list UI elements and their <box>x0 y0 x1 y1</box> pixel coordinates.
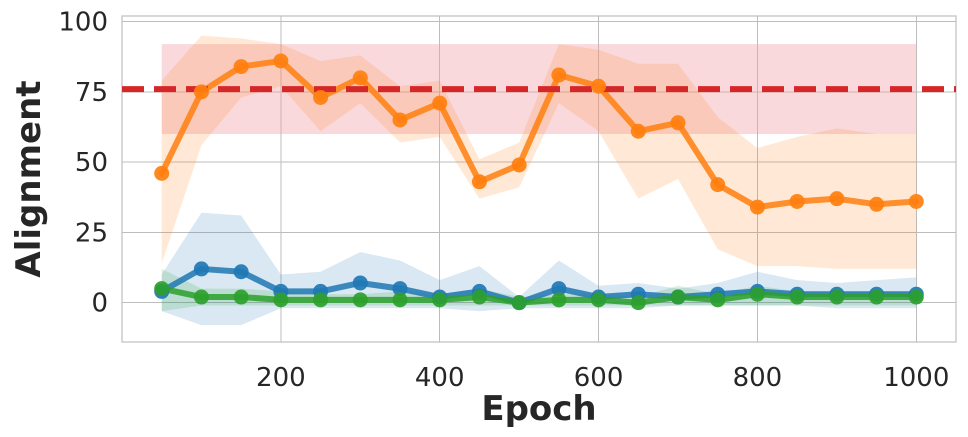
data-point <box>869 289 885 305</box>
y-tick-label: 50 <box>75 148 108 178</box>
y-axis-title: Alignment <box>9 80 49 277</box>
x-tick-label: 600 <box>574 363 624 393</box>
data-point <box>591 292 607 308</box>
data-point <box>710 177 726 193</box>
data-point <box>908 193 924 209</box>
data-point <box>233 59 249 75</box>
data-point <box>313 90 329 105</box>
data-point <box>551 292 567 308</box>
y-tick-label: 25 <box>75 218 108 248</box>
data-point <box>670 289 686 305</box>
data-point <box>313 292 329 308</box>
data-point <box>193 289 209 305</box>
data-point <box>908 289 924 305</box>
data-point <box>432 292 448 308</box>
data-point <box>869 196 885 212</box>
plot-area <box>121 15 957 343</box>
data-point <box>551 281 567 297</box>
y-tick-label: 75 <box>75 78 108 108</box>
data-point <box>193 261 209 277</box>
data-point <box>273 292 289 308</box>
data-point <box>829 191 845 207</box>
x-tick-label: 800 <box>733 363 783 393</box>
y-tick-labels: 0 25 50 75 100 <box>58 8 108 319</box>
data-point <box>789 289 805 305</box>
data-point <box>154 165 170 181</box>
data-point <box>392 112 408 128</box>
data-point <box>710 292 726 308</box>
data-point <box>233 264 249 280</box>
data-point <box>273 53 289 69</box>
data-point <box>352 292 368 308</box>
data-point <box>630 295 646 311</box>
data-point <box>829 289 845 305</box>
data-point <box>630 123 646 139</box>
data-point <box>511 157 527 173</box>
data-point <box>670 115 686 131</box>
x-tick-label: 200 <box>256 363 306 393</box>
x-tick-label: 1000 <box>883 363 949 393</box>
data-point <box>749 286 765 302</box>
data-point <box>352 275 368 291</box>
data-point <box>551 67 567 83</box>
data-point <box>392 292 408 308</box>
data-point <box>471 289 487 305</box>
data-point <box>749 199 765 215</box>
x-axis-title: Epoch <box>481 389 596 429</box>
data-point <box>154 281 170 297</box>
x-tick-label: 400 <box>415 363 465 393</box>
y-tick-label: 100 <box>58 8 108 38</box>
data-point <box>432 95 448 111</box>
y-tick-label: 0 <box>91 289 108 319</box>
x-tick-labels: 200 400 600 800 1000 <box>256 363 949 393</box>
confidence-band <box>161 35 917 269</box>
data-point <box>233 289 249 305</box>
data-point <box>511 295 527 311</box>
data-point <box>392 281 408 297</box>
data-point <box>193 84 209 100</box>
data-point <box>352 70 368 86</box>
data-point <box>789 193 805 209</box>
series-markers <box>154 53 924 311</box>
data-point <box>471 174 487 190</box>
data-point <box>591 78 607 94</box>
